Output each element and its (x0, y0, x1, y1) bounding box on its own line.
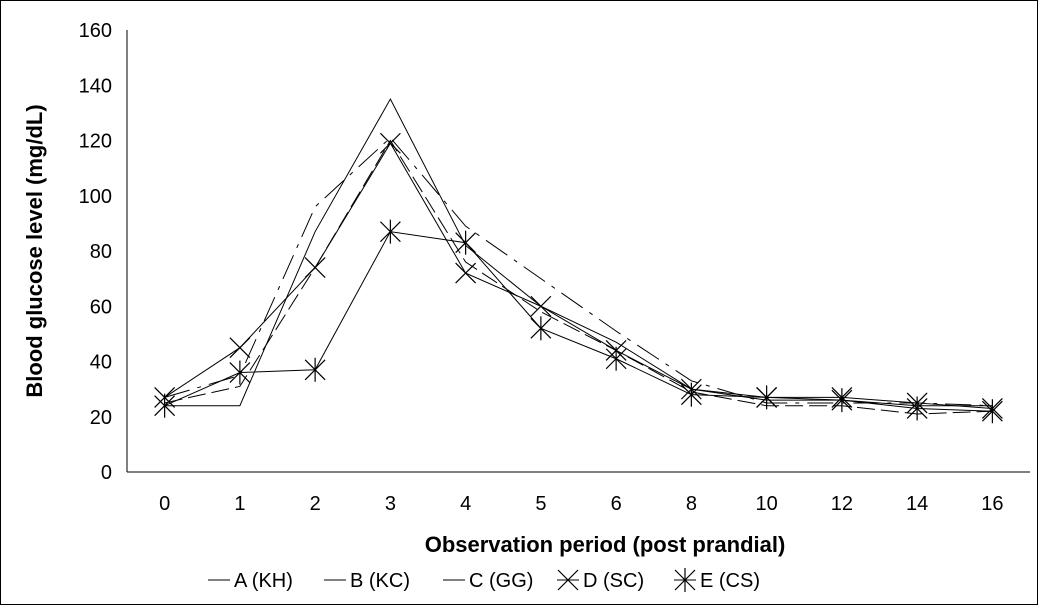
legend-item: D (SC) (557, 569, 644, 592)
x-tick-label: 0 (159, 493, 170, 515)
y-tick-label: 40 (90, 352, 112, 374)
data-point-e (680, 382, 702, 407)
y-tick-labels: 0 20 40 60 80 100 120 140 160 (79, 20, 112, 484)
x-tick-label: 1 (234, 493, 245, 515)
y-axis-title: Blood glucose level (mg/dL) (22, 104, 47, 397)
y-tick-label: 120 (79, 131, 112, 153)
legend-item: A (KH) (208, 570, 293, 592)
x-tick-label: 4 (460, 493, 471, 515)
y-tick-label: 140 (79, 75, 112, 97)
data-point-e (304, 357, 326, 382)
data-point-e (981, 399, 1003, 424)
legend: A (KH) B (KC) C (GG) D (SC) E (CS) (208, 568, 760, 592)
data-point-e (455, 230, 477, 255)
x-tick-labels: 0 1 2 3 4 5 6 8 10 12 14 16 (159, 493, 1003, 515)
x-tick-label: 10 (756, 493, 778, 515)
legend-item: C (GG) (443, 570, 533, 592)
data-point-d (530, 295, 552, 317)
legend-label: A (KH) (234, 570, 293, 592)
data-point-e (530, 316, 552, 341)
axes (126, 30, 1030, 473)
x-axis-title: Observation period (post prandial) (425, 532, 786, 557)
y-tick-label: 20 (90, 407, 112, 429)
data-point-d (304, 257, 326, 278)
series-line-e (164, 231, 993, 412)
legend-marker-icon (557, 569, 579, 591)
x-tick-label: 16 (981, 493, 1003, 515)
legend-item: B (KC) (324, 570, 410, 592)
y-tick-label: 160 (79, 20, 112, 42)
x-tick-label: 5 (535, 493, 546, 515)
series-line-d (164, 142, 993, 409)
series-line-a (164, 98, 993, 407)
series-markers (154, 132, 1003, 424)
data-point-e (906, 396, 928, 421)
legend-marker-icon (674, 568, 696, 592)
data-point-d (379, 132, 401, 154)
legend-item: E (CS) (674, 568, 760, 592)
data-point-e (831, 388, 853, 413)
data-point-d (229, 337, 251, 359)
legend-label: B (KC) (350, 570, 410, 592)
legend-label: E (CS) (700, 570, 760, 592)
series-lines (164, 98, 993, 415)
data-point-e (229, 360, 251, 385)
legend-label: C (GG) (469, 570, 533, 592)
x-tick-label: 14 (906, 493, 928, 515)
data-point-e (379, 219, 401, 244)
x-tick-label: 2 (310, 493, 321, 515)
x-tick-label: 6 (611, 493, 622, 515)
y-tick-label: 80 (90, 241, 112, 263)
data-point-e (756, 385, 778, 410)
x-tick-label: 8 (686, 493, 697, 515)
x-tick-label: 3 (385, 493, 396, 515)
series-line-b (164, 139, 993, 415)
y-tick-label: 100 (79, 186, 112, 208)
data-point-e (605, 346, 627, 371)
y-tick-label: 60 (90, 296, 112, 318)
y-tick-label: 0 (101, 462, 112, 484)
series-line-c (164, 137, 993, 407)
legend-label: D (SC) (583, 570, 644, 592)
x-tick-label: 12 (831, 493, 853, 515)
data-point-e (154, 393, 176, 418)
data-point-d (455, 262, 477, 284)
